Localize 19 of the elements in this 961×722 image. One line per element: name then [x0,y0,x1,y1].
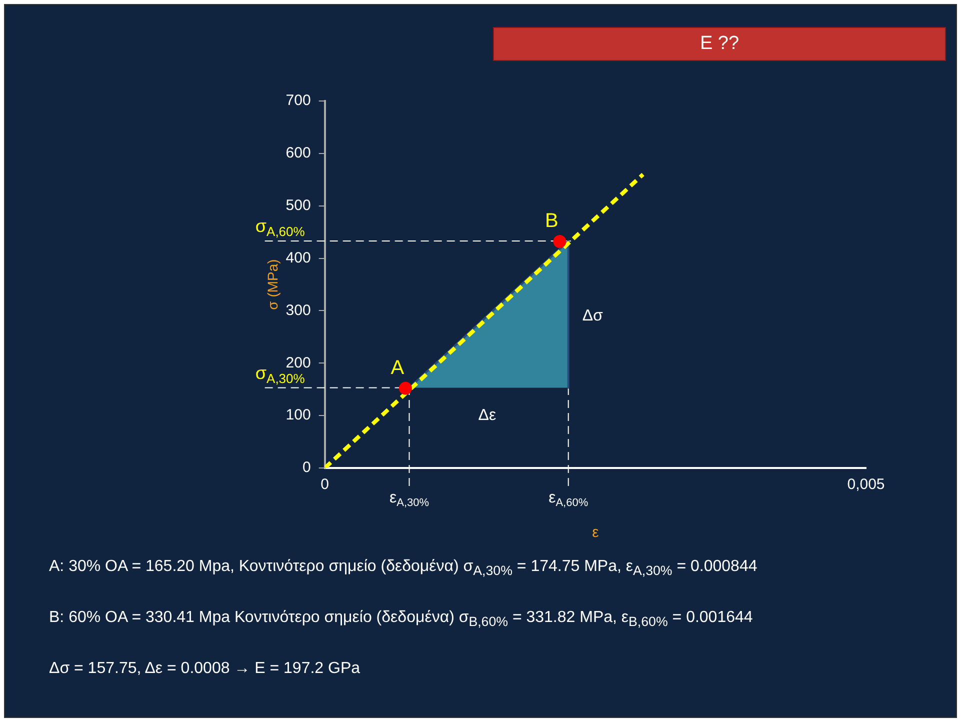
x-tick-label: 0,005 [847,476,885,494]
chart-title: E ?? [493,27,946,61]
annotation: B [545,210,558,232]
text: B: 60% OA = 330.41 Mpa Κοντινότερο σημείο (δεδομένα) σ$_{B,60%}$ = 331.82 MPa, ε$_{B,60%}$ = 0.001644 [49,609,753,630]
y-tick-label: 600 [286,144,311,162]
y-tick-label: 200 [286,354,311,372]
text: A: 30% OA = 165.20 Mpa, Κοντινότερο σημείο (δεδομένα) σ$_{A,30%}$ = 174.75 MPa, ε$_{A,30%}$ = 0.000844 [49,558,758,578]
y-tick-label: 100 [286,406,311,424]
text: Δσ = 157.75, Δε = 0.0008 → E = 197.2 GPa [49,660,360,678]
y-tick-label: 300 [286,302,311,319]
y-tick-label: 0 [302,459,311,476]
annotation: Δε [478,407,496,424]
x-axis-title: ε [592,524,600,542]
annotation: A [390,356,405,379]
y-tick-label: 400 [286,249,311,266]
y-tick-label: 500 [286,197,311,214]
annotation: Δσ [582,307,604,324]
y-axis-title: σ (MPa) [264,259,280,310]
y-tick-label: 700 [286,92,311,110]
